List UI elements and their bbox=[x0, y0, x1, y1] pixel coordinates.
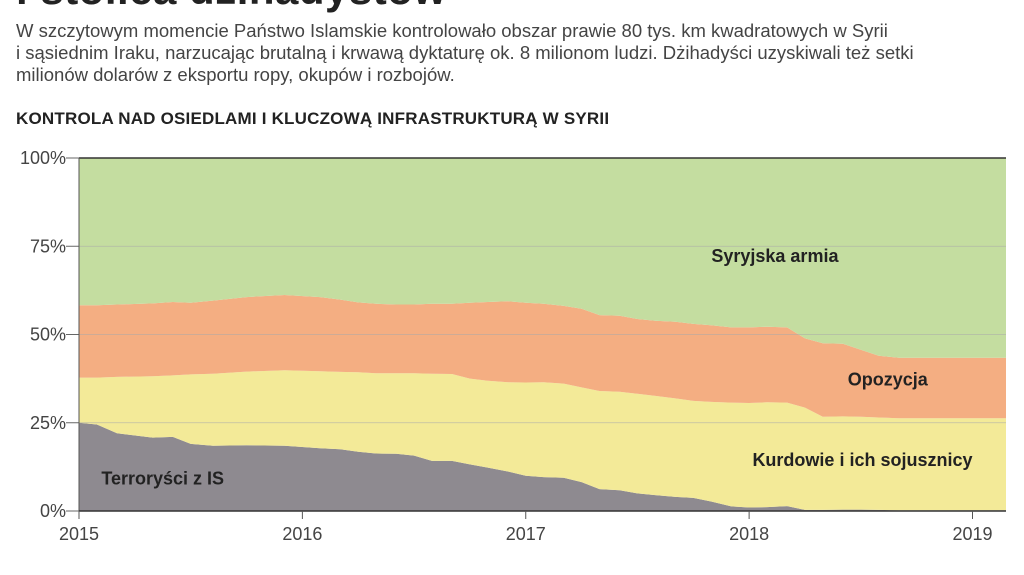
intro-line: milionów dolarów z eksportu ropy, okupów… bbox=[16, 64, 455, 85]
area-terrorysci-z-is bbox=[79, 422, 1006, 511]
grid-lines bbox=[79, 245, 1006, 424]
y-tick-label: 100% bbox=[20, 148, 66, 168]
y-tick-label: 0% bbox=[40, 501, 66, 521]
x-tick-label: 2016 bbox=[282, 524, 322, 544]
chart-title: KONTROLA NAD OSIEDLAMI I KLUCZOWĄ INFRAS… bbox=[16, 109, 610, 128]
x-tick-label: 2015 bbox=[59, 524, 99, 544]
area-syryjska-armia bbox=[79, 158, 1006, 358]
intro-line: W szczytowym momencie Państwo Islamskie … bbox=[16, 20, 888, 41]
area-kurdowie-i-ich-sojusznicy bbox=[79, 370, 1006, 511]
y-tick-label: 25% bbox=[30, 413, 66, 433]
x-tick-label: 2017 bbox=[506, 524, 546, 544]
series-labels: Syryjska armia Opozycja Kurdowie i ich soj… bbox=[101, 246, 972, 488]
series-label-syryjska-armia: Syryjska armia bbox=[711, 246, 839, 266]
area-layers bbox=[79, 158, 1006, 511]
area-opozycja bbox=[79, 295, 1006, 419]
series-label-opozycja: Opozycja bbox=[848, 370, 929, 390]
intro-text: W szczytowym momencie Państwo Islamskie … bbox=[16, 20, 1006, 86]
intro-line: i sąsiednim Iraku, narzucając brutalną i… bbox=[16, 42, 914, 63]
axes: 0% 25% 50% 75% 100% 2015 2016 2017 2018 2019 bbox=[20, 148, 1006, 544]
series-label-kurdowie: Kurdowie i ich sojusznicy bbox=[752, 450, 972, 470]
y-tick-label: 75% bbox=[30, 236, 66, 256]
headline-fragment: i stolica dżihadystów bbox=[16, 0, 447, 14]
series-label-terrorysci-z-is: Terroryści z IS bbox=[101, 469, 224, 489]
y-tick-label: 50% bbox=[30, 325, 66, 345]
x-tick-label: 2018 bbox=[729, 524, 769, 544]
x-tick-label: 2019 bbox=[952, 524, 992, 544]
